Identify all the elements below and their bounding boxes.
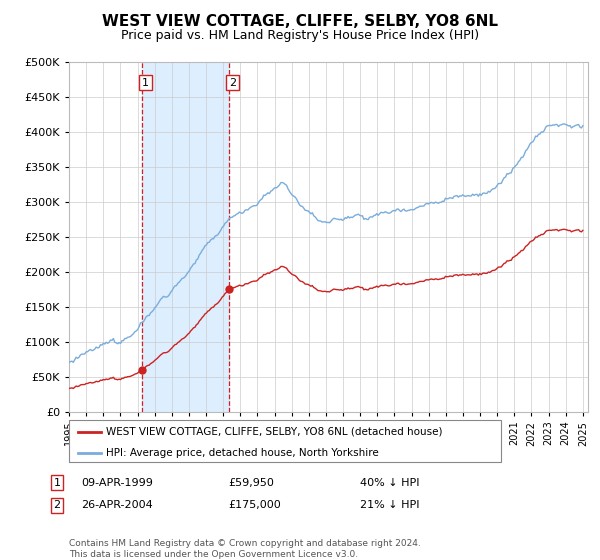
Text: 26-APR-2004: 26-APR-2004 (81, 500, 153, 510)
Text: 2: 2 (53, 500, 61, 510)
Text: WEST VIEW COTTAGE, CLIFFE, SELBY, YO8 6NL: WEST VIEW COTTAGE, CLIFFE, SELBY, YO8 6N… (102, 14, 498, 29)
Text: HPI: Average price, detached house, North Yorkshire: HPI: Average price, detached house, Nort… (106, 448, 379, 458)
Text: WEST VIEW COTTAGE, CLIFFE, SELBY, YO8 6NL (detached house): WEST VIEW COTTAGE, CLIFFE, SELBY, YO8 6N… (106, 427, 442, 437)
Text: £175,000: £175,000 (228, 500, 281, 510)
Text: Price paid vs. HM Land Registry's House Price Index (HPI): Price paid vs. HM Land Registry's House … (121, 29, 479, 42)
Text: 21% ↓ HPI: 21% ↓ HPI (360, 500, 419, 510)
Bar (142, 62, 229, 412)
Text: 1: 1 (142, 78, 149, 87)
Text: Contains HM Land Registry data © Crown copyright and database right 2024.
This d: Contains HM Land Registry data © Crown c… (69, 539, 421, 559)
Text: 09-APR-1999: 09-APR-1999 (81, 478, 153, 488)
FancyBboxPatch shape (69, 420, 501, 462)
Text: 40% ↓ HPI: 40% ↓ HPI (360, 478, 419, 488)
Text: £59,950: £59,950 (228, 478, 274, 488)
Text: 1: 1 (53, 478, 61, 488)
Text: 2: 2 (229, 78, 236, 87)
